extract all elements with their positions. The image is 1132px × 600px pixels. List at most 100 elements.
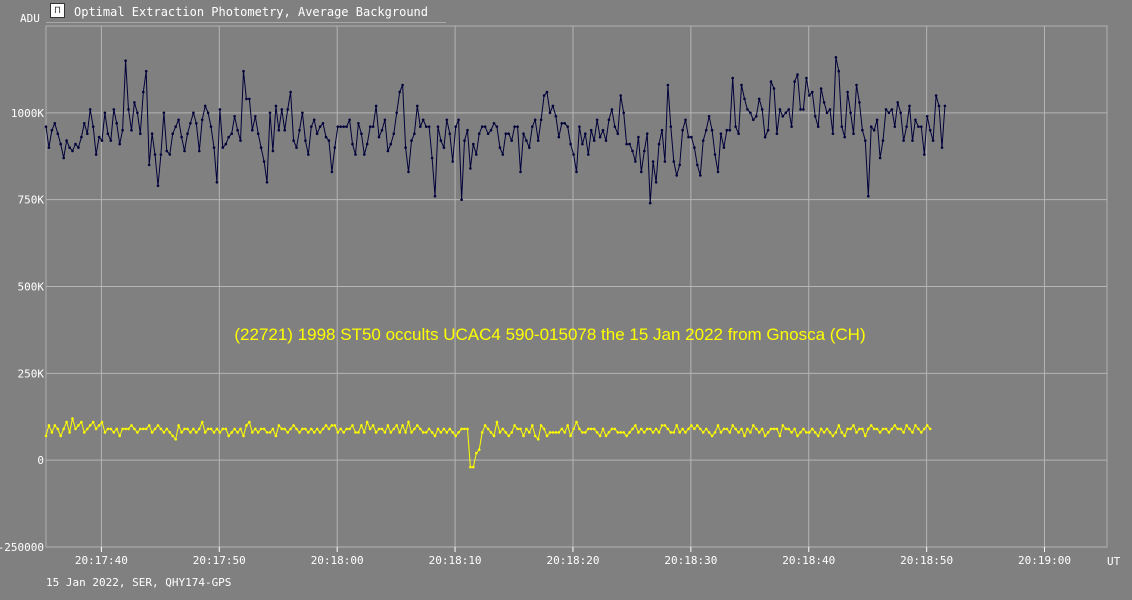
data-point [805, 76, 808, 80]
data-point [463, 427, 466, 431]
data-point [902, 431, 905, 434]
data-point [121, 427, 124, 431]
data-point [757, 97, 761, 101]
data-point [740, 83, 743, 87]
x-tick-label: 20:17:50 [193, 554, 246, 567]
data-point [808, 431, 811, 434]
data-point [395, 111, 399, 115]
data-point [598, 434, 602, 438]
data-point [887, 111, 891, 115]
data-point [283, 427, 287, 431]
data-point [421, 431, 425, 434]
data-point [581, 431, 584, 434]
x-tick-label: 20:18:00 [311, 554, 364, 567]
data-point [796, 434, 799, 438]
data-point [398, 431, 402, 434]
data-point [557, 431, 561, 434]
data-point [584, 431, 587, 434]
data-point [811, 90, 814, 94]
data-point [103, 431, 107, 434]
data-point [451, 160, 455, 163]
data-point [357, 431, 360, 434]
data-point [784, 427, 788, 431]
data-point [312, 431, 316, 434]
data-point [846, 90, 849, 94]
data-point [47, 424, 51, 427]
data-point [365, 142, 369, 146]
data-point [298, 128, 301, 132]
data-point [693, 427, 696, 431]
data-point [755, 115, 758, 118]
data-point [504, 132, 508, 135]
data-point [147, 163, 151, 167]
data-point [374, 104, 378, 108]
data-point [943, 104, 947, 108]
data-point [407, 170, 410, 174]
data-point [710, 434, 714, 438]
data-point [454, 125, 458, 128]
data-point [704, 128, 708, 132]
data-point [206, 111, 210, 115]
data-point [91, 125, 95, 128]
data-point [693, 146, 696, 149]
data-point [799, 431, 802, 434]
x-tick-label: 20:18:40 [782, 554, 835, 567]
data-point [100, 139, 104, 142]
data-point [65, 420, 68, 424]
data-point [139, 132, 142, 135]
data-point [254, 427, 257, 431]
data-point [209, 427, 213, 431]
data-point [542, 94, 546, 97]
data-point [787, 427, 790, 431]
data-point [315, 132, 319, 135]
data-point [256, 132, 260, 135]
data-point [575, 170, 578, 174]
data-point [127, 427, 130, 431]
data-point [610, 108, 614, 111]
data-point [531, 125, 534, 128]
data-point [539, 424, 543, 427]
data-point [890, 427, 894, 431]
data-point [707, 431, 711, 434]
data-point [430, 156, 434, 160]
data-point [775, 132, 779, 135]
data-point [454, 434, 458, 438]
data-point [569, 434, 572, 438]
data-point [704, 427, 708, 431]
data-point [872, 128, 876, 132]
data-point [283, 128, 287, 132]
data-point [504, 431, 508, 434]
data-point [528, 146, 531, 149]
data-point [186, 427, 189, 431]
data-point [816, 434, 820, 438]
data-point [351, 424, 354, 427]
data-point [858, 427, 861, 431]
data-point [769, 80, 773, 83]
data-point [248, 97, 251, 101]
chart-tab[interactable]: ⊓ Optimal Extraction Photometry, Average… [46, 0, 446, 23]
data-point [62, 427, 65, 431]
data-point [849, 111, 852, 115]
data-point [153, 427, 157, 431]
data-point [389, 431, 393, 434]
data-point [413, 427, 416, 431]
data-point [587, 427, 590, 431]
x-tick-label: 20:18:10 [429, 554, 482, 567]
data-point [224, 427, 228, 431]
data-point [687, 135, 690, 139]
data-point [312, 118, 316, 122]
data-point [613, 427, 617, 431]
data-point [348, 118, 351, 122]
data-point [480, 125, 484, 128]
data-point [153, 153, 157, 156]
data-point [442, 146, 446, 149]
data-point [572, 427, 575, 431]
data-point [923, 427, 926, 431]
data-point [133, 427, 136, 431]
data-point [265, 181, 269, 184]
data-point [563, 122, 566, 125]
data-point [657, 142, 661, 146]
data-point [351, 142, 354, 146]
data-point [44, 125, 48, 128]
